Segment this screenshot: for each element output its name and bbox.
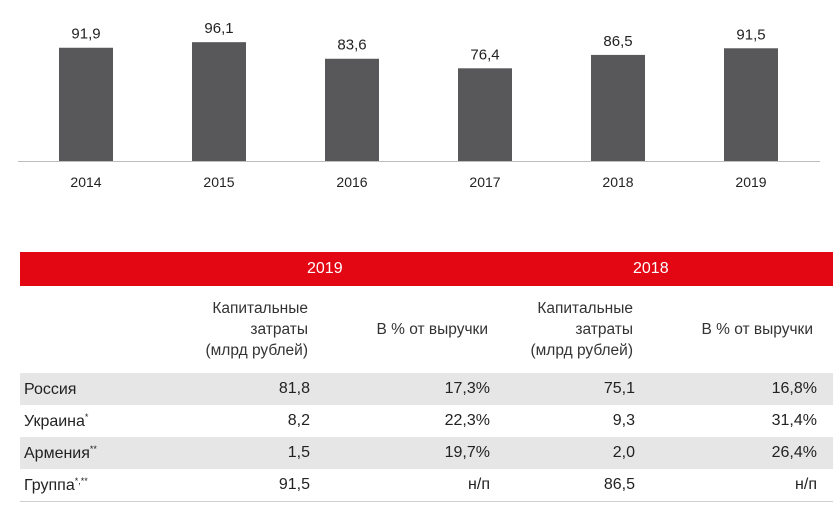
bar-2016 bbox=[325, 58, 379, 161]
bar-2018 bbox=[591, 54, 645, 161]
value-label-2017: 76,4 bbox=[470, 46, 499, 63]
pct-2019-cell: 22,3% bbox=[444, 412, 490, 429]
pct-2018-cell: 16,8% bbox=[771, 380, 817, 397]
bar-2014 bbox=[59, 47, 113, 161]
capex-2018-cell: 9,3 bbox=[612, 412, 635, 429]
category-label-2018: 2018 bbox=[602, 174, 633, 190]
row-label: Украина* bbox=[24, 412, 89, 430]
capex-2019-cell: 1,5 bbox=[287, 444, 310, 461]
value-label-2015: 96,1 bbox=[204, 20, 233, 37]
column-headers: Капитальные затраты (млрд рублей) В % от… bbox=[20, 286, 833, 373]
capex-2018-cell: 2,0 bbox=[612, 444, 635, 461]
row-label: Армения** bbox=[24, 444, 97, 462]
capex-bar-chart: 91,9 2014 96,1 2015 83,6 2016 76,4 2017 86,5 2018… bbox=[18, 20, 820, 190]
row-label: Группа*,** bbox=[24, 476, 88, 494]
value-label-2019: 91,5 bbox=[736, 26, 765, 43]
capex-2018-header: Капитальные затраты (млрд рублей) bbox=[530, 300, 633, 359]
bar-2015 bbox=[192, 42, 246, 161]
pct-2018-header: В % от выручки bbox=[701, 321, 813, 338]
pct-2019-cell: 17,3% bbox=[444, 380, 490, 397]
capex-2019-cell: 81,8 bbox=[278, 380, 310, 397]
pct-2018-cell: 26,4% bbox=[771, 444, 817, 461]
table-row: Армения** 1,5 19,7% 2,0 26,4% bbox=[20, 437, 833, 469]
year-header-bar: 2019 2018 bbox=[20, 252, 833, 286]
table-row: Украина* 8,2 22,3% 9,3 31,4% bbox=[20, 405, 833, 437]
capex-2019-cell: 8,2 bbox=[287, 412, 310, 429]
pct-2018-cell: н/п bbox=[795, 476, 817, 493]
row-label: Россия bbox=[24, 381, 77, 398]
category-label-2017: 2017 bbox=[469, 174, 500, 190]
pct-2019-header: В % от выручки bbox=[376, 321, 488, 338]
pct-2019-cell: 19,7% bbox=[444, 444, 490, 461]
year-2019-header: 2019 bbox=[307, 260, 343, 277]
capex-2018-cell: 86,5 bbox=[603, 476, 635, 493]
category-label-2019: 2019 bbox=[735, 174, 766, 190]
capex-2018-cell: 75,1 bbox=[603, 380, 635, 397]
capex-table: 2019 2018 Капитальные затраты (млрд рубл… bbox=[20, 252, 833, 502]
category-label-2015: 2015 bbox=[203, 174, 234, 190]
category-label-2016: 2016 bbox=[336, 174, 367, 190]
year-2018-header: 2018 bbox=[633, 260, 669, 277]
bar-2019 bbox=[724, 48, 778, 161]
value-label-2018: 86,5 bbox=[603, 33, 632, 50]
capex-2019-header: Капитальные затраты (млрд рублей) bbox=[205, 300, 308, 359]
pct-2018-cell: 31,4% bbox=[771, 412, 817, 429]
pct-2019-cell: н/п bbox=[468, 476, 490, 493]
table-row: Россия 81,8 17,3% 75,1 16,8% bbox=[20, 373, 833, 405]
bar-2017 bbox=[458, 68, 512, 161]
category-label-2014: 2014 bbox=[70, 174, 101, 190]
value-label-2016: 83,6 bbox=[337, 37, 366, 54]
table-bottom-divider bbox=[20, 501, 833, 502]
table-row: Группа*,** 91,5 н/п 86,5 н/п bbox=[20, 469, 833, 501]
value-label-2014: 91,9 bbox=[71, 26, 100, 43]
capex-2019-cell: 91,5 bbox=[278, 476, 310, 493]
